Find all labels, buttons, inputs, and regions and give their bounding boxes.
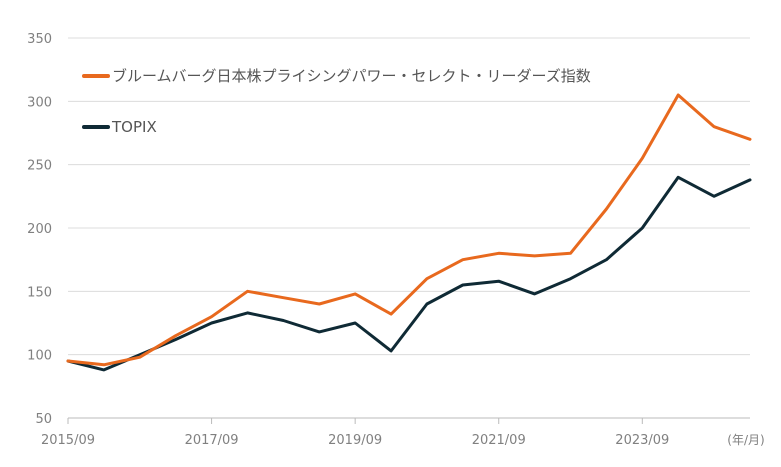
series-lines: [66, 93, 752, 372]
legend-label: ブルームバーグ日本株プライシングパワー・セレクト・リーダーズ指数: [112, 67, 591, 85]
legend-label: TOPIX: [111, 118, 157, 136]
y-axis-ticks: 50 100 150 200 250 300 350: [27, 32, 52, 427]
y-tick-label: 150: [27, 285, 52, 300]
y-tick-label: 300: [27, 95, 52, 110]
x-tick-label: 2019/09: [328, 433, 382, 448]
series-line-2: [66, 175, 752, 372]
y-tick-label: 50: [35, 412, 52, 427]
y-tick-label: 250: [27, 159, 52, 174]
x-tick-label: 2023/09: [615, 433, 669, 448]
x-tick-label: 2021/09: [472, 433, 526, 448]
y-tick-label: 200: [27, 222, 52, 237]
x-tick-label: 2015/09: [41, 433, 95, 448]
x-tick-label: 2017/09: [185, 433, 239, 448]
x-axis-ticks: 2015/09 2017/09 2019/09 2021/09 2023/09: [41, 417, 750, 448]
legend: ブルームバーグ日本株プライシングパワー・セレクト・リーダーズ指数 TOPIX: [82, 67, 591, 136]
x-unit-label: (年/月): [727, 433, 764, 447]
series-line-1: [66, 93, 752, 367]
y-tick-label: 100: [27, 349, 52, 364]
y-tick-label: 350: [27, 32, 52, 47]
grid-lines: [68, 37, 750, 419]
